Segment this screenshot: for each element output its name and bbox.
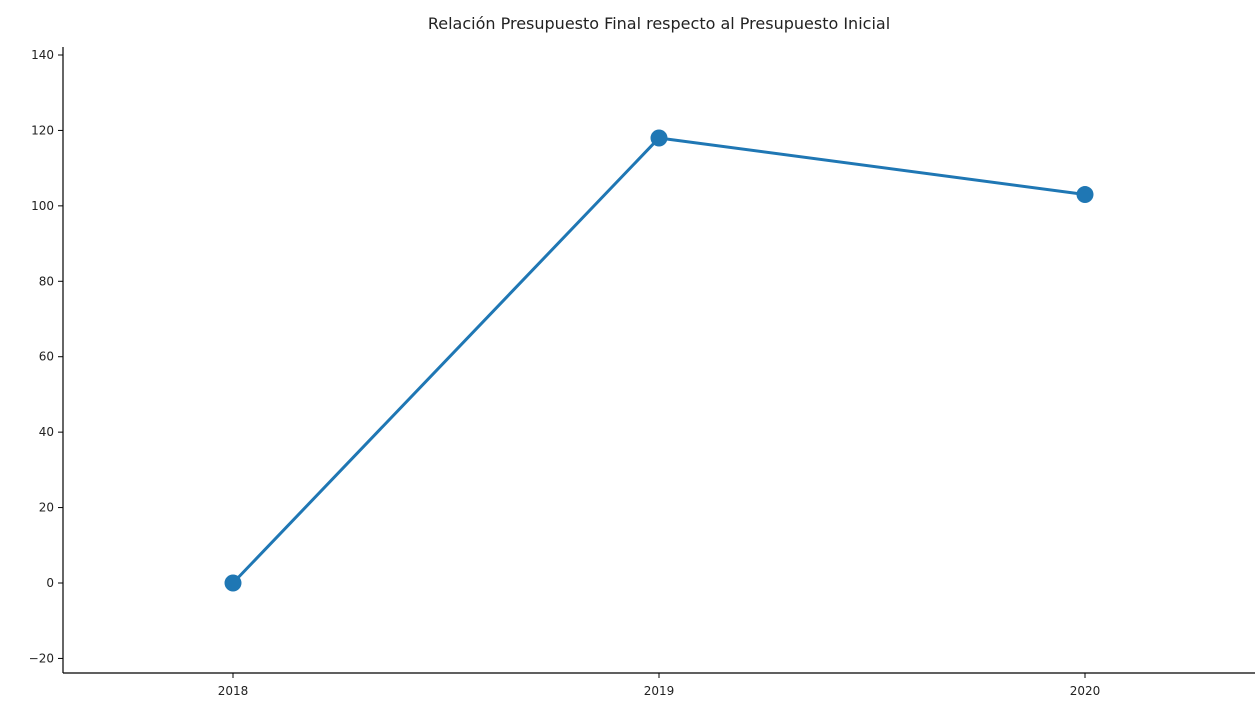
x-tick-label: 2019 (644, 684, 675, 698)
series-layer (224, 129, 1094, 592)
chart-title: Relación Presupuesto Final respecto al P… (427, 14, 891, 33)
y-tick-label: −20 (29, 651, 54, 665)
series-line (231, 136, 1086, 585)
data-point (1076, 186, 1094, 204)
x-tick-label: 2020 (1070, 684, 1101, 698)
y-tick-label: 100 (31, 199, 54, 213)
x-tick-label: 2018 (218, 684, 249, 698)
y-tick-label: 20 (39, 501, 54, 515)
y-tick-label: 140 (31, 48, 54, 62)
y-tick-label: 80 (39, 274, 54, 288)
tick-layer: −20 0 20 40 60 80 100 120 140 2018 2019 2020 (29, 48, 1101, 698)
y-tick-label: 60 (39, 350, 54, 364)
y-tick-label: 0 (46, 576, 54, 590)
data-point (224, 574, 242, 592)
data-point (650, 129, 668, 147)
y-tick-label: 40 (39, 425, 54, 439)
y-tick-label: 120 (31, 123, 54, 137)
